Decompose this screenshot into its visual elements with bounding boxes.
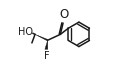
Polygon shape (35, 34, 48, 41)
Text: HO: HO (18, 27, 33, 37)
Text: F: F (44, 51, 50, 61)
Polygon shape (45, 40, 48, 49)
Text: O: O (59, 8, 68, 21)
